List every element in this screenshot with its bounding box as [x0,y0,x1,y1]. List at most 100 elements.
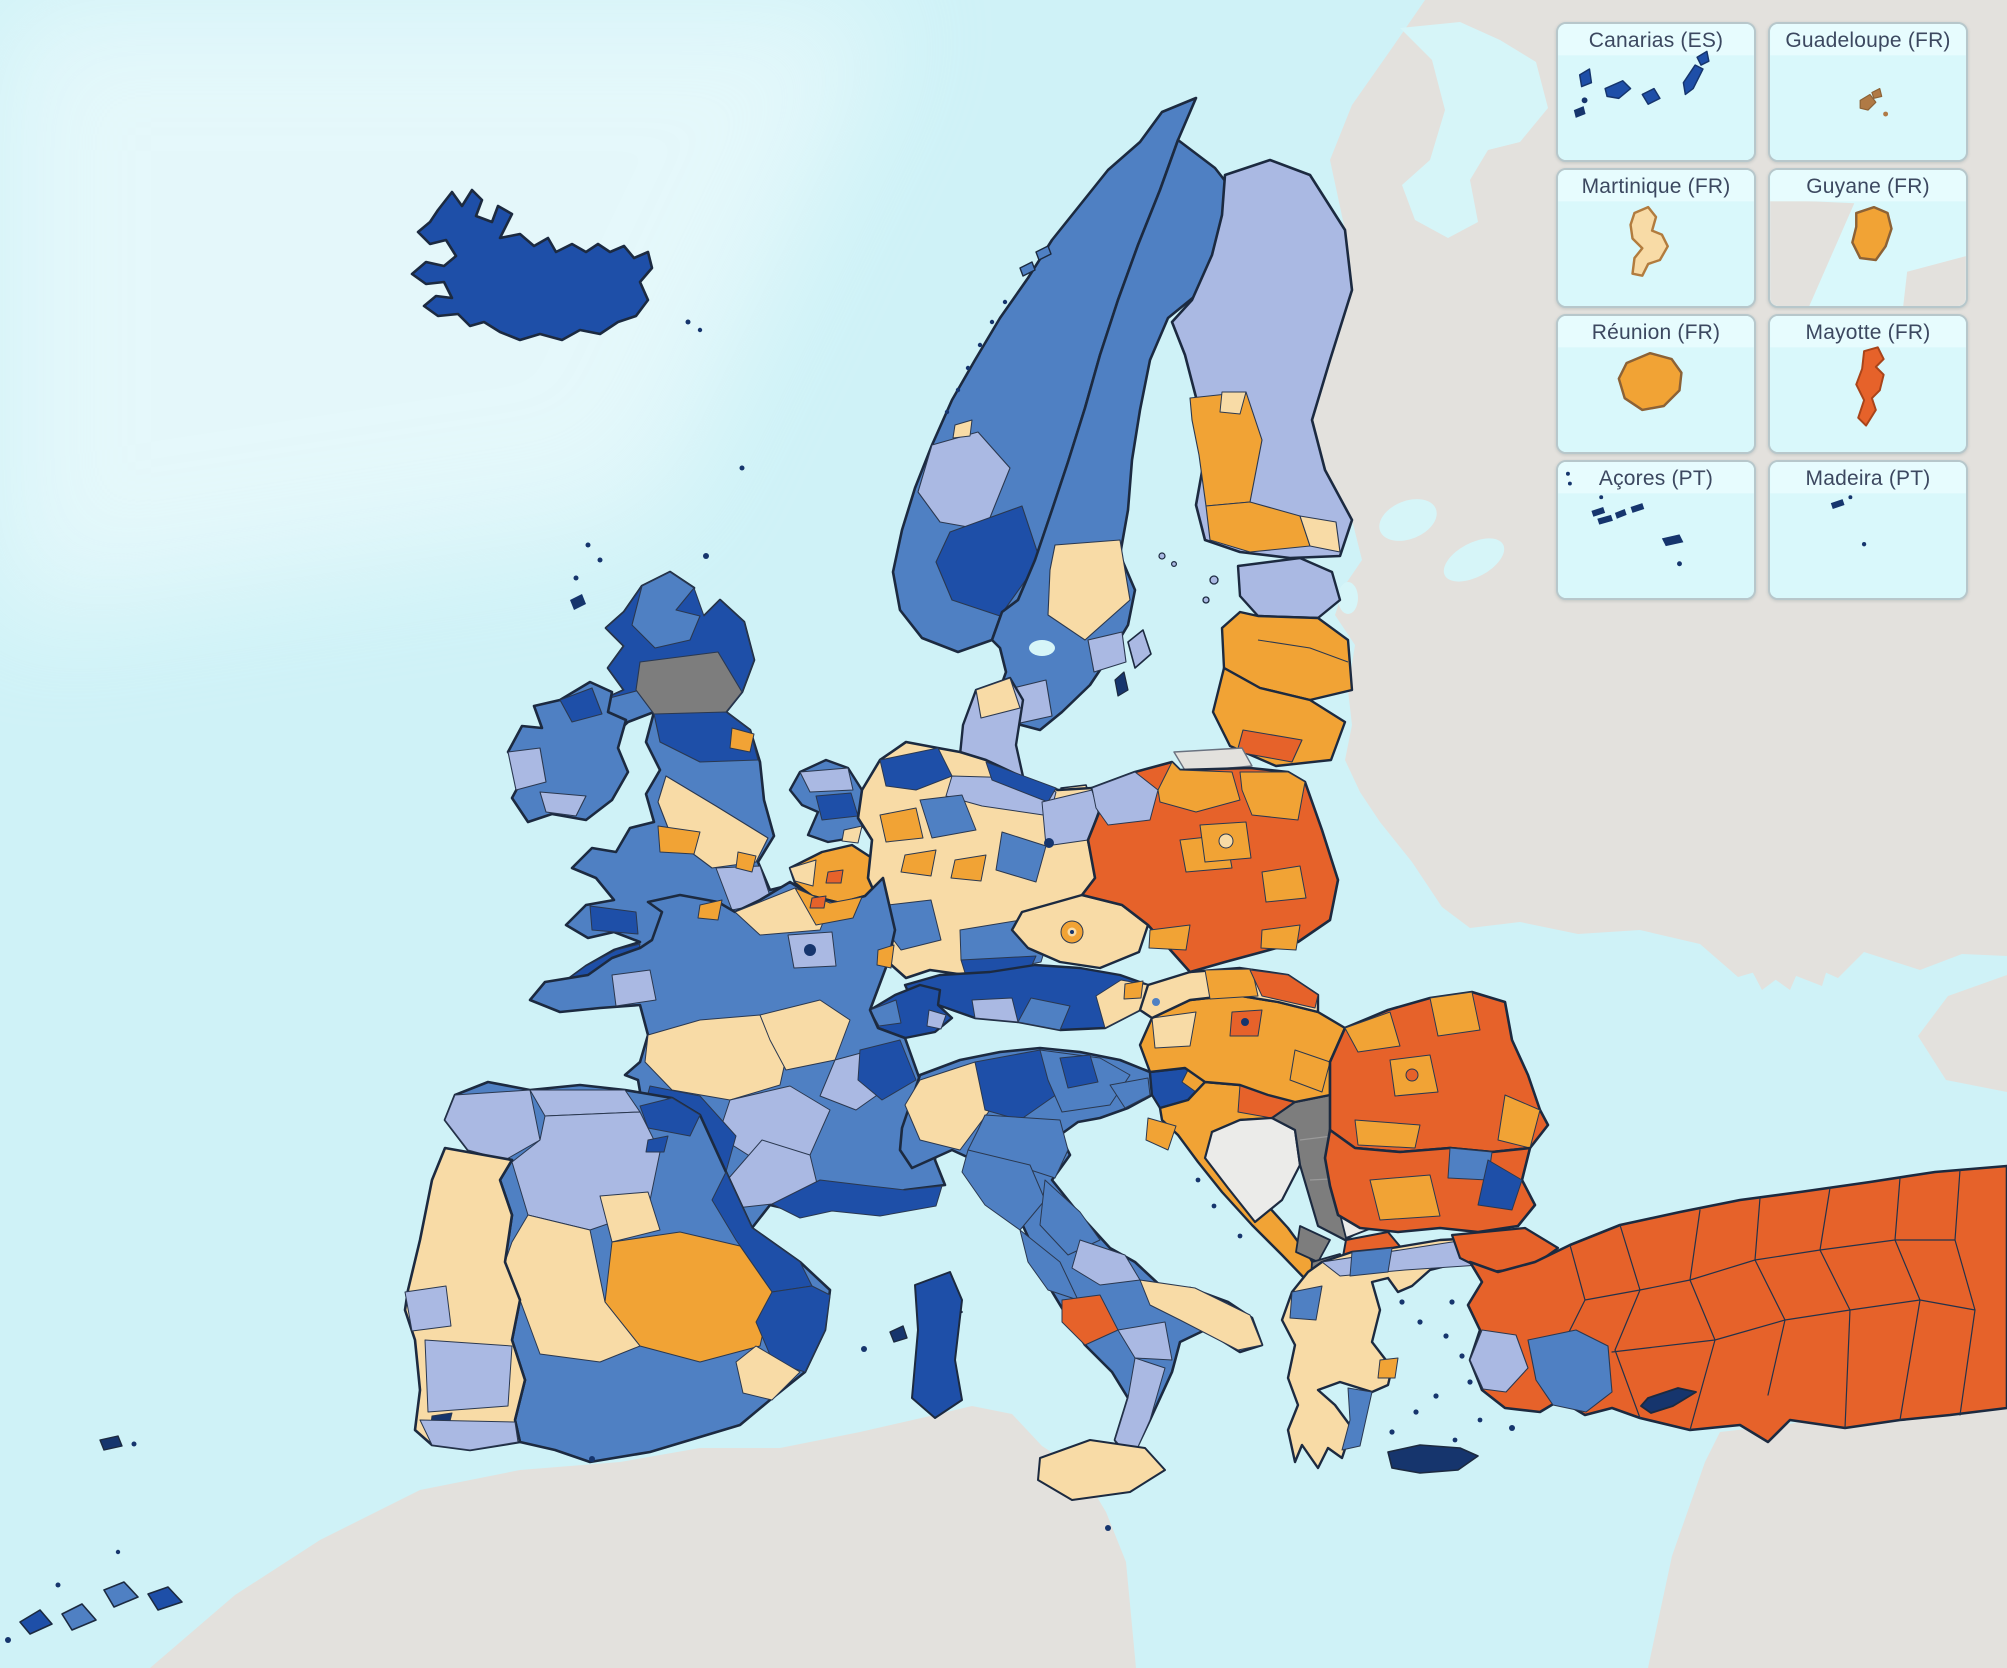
region-patch[interactable] [995,831,1047,883]
region-patch[interactable] [926,1009,947,1030]
islet [1467,1379,1473,1385]
region-patch[interactable] [507,747,547,791]
region-patch[interactable] [1344,1011,1401,1053]
region-patch[interactable] [1091,771,1159,826]
attica-region[interactable] [1377,1357,1399,1379]
region-patch[interactable] [611,969,657,1007]
region-patch[interactable] [1087,631,1127,673]
region-patch[interactable] [1354,1119,1421,1149]
region-patch[interactable] [1204,968,1259,1000]
region-patch[interactable] [1157,761,1241,813]
region-patch[interactable] [900,849,937,877]
brussels-region[interactable] [825,869,844,884]
inset-guadeloupe[interactable]: Guadeloupe (FR) [1768,22,1968,162]
region-patch[interactable] [1429,991,1481,1037]
region-patch[interactable] [504,1214,641,1363]
sardinia-island[interactable] [911,1271,963,1419]
campania-region[interactable] [1061,1294,1119,1346]
region-bosnia[interactable] [1203,1116,1302,1224]
region-patch[interactable] [1239,771,1306,821]
inset-canarias[interactable]: Canarias (ES) [1556,22,1756,162]
region-patch[interactable] [1289,1049,1331,1093]
paris-region[interactable] [804,944,816,956]
region-patch[interactable] [539,791,587,817]
inset-martinique[interactable]: Martinique (FR) [1556,168,1756,308]
inset-band [1770,316,1966,348]
region-patch[interactable] [1369,1174,1441,1221]
region-patch[interactable] [1477,1159,1523,1211]
inset-mayotte[interactable]: Mayotte (FR) [1768,314,1968,454]
inset-shape-martinique [1558,170,1754,306]
inset-madeira[interactable]: Madeira (PT) [1768,460,1968,600]
region-patch[interactable] [771,1179,943,1219]
region-patch[interactable] [1299,515,1341,553]
region-patch[interactable] [1261,865,1307,903]
region-patch[interactable] [1117,1321,1173,1361]
region-patch[interactable] [1139,1279,1263,1351]
region-patch[interactable] [857,1039,917,1101]
region-patch[interactable] [729,727,755,753]
region-patch[interactable] [1219,391,1247,415]
region-iceland[interactable] [410,188,654,342]
region-patch[interactable] [809,895,827,909]
london-region[interactable] [735,851,757,873]
region-patch[interactable] [1017,997,1071,1031]
region-patch[interactable] [1249,969,1319,1009]
inset-guyane[interactable]: Guyane (FR) [1768,168,1968,308]
region-patch[interactable] [879,747,953,791]
region-patch[interactable] [1109,1077,1151,1109]
region-patch[interactable] [971,997,1019,1023]
istria-region[interactable] [1145,1117,1177,1151]
region-patch[interactable] [1289,1285,1323,1321]
region-patch[interactable] [974,1049,1061,1121]
region-patch[interactable] [1071,1239,1141,1286]
region-estonia[interactable] [1236,556,1342,620]
region-patch[interactable] [879,807,924,843]
crete-island[interactable] [1387,1444,1479,1474]
region-patch[interactable] [789,859,817,887]
region-patch[interactable] [657,825,701,855]
mugla-region[interactable] [1469,1329,1529,1393]
region-patch[interactable] [1148,924,1191,951]
region-patch[interactable] [952,419,973,439]
vienna-region[interactable] [1123,980,1144,1000]
lake-ladoga [1379,499,1437,541]
gotland-island[interactable] [1127,629,1152,669]
region-patch[interactable] [950,854,987,882]
region-patch[interactable] [1047,539,1131,641]
region-patch[interactable] [919,794,977,839]
region-patch[interactable] [424,1339,513,1413]
region-patch[interactable] [697,899,723,921]
region-patch[interactable] [815,792,859,821]
region-patch[interactable] [1349,1247,1393,1277]
region-patch[interactable] [419,1419,519,1451]
sicily-island[interactable] [1037,1439,1166,1501]
region-patch[interactable] [529,1089,641,1117]
region-patch[interactable] [876,944,895,969]
region-patch[interactable] [1151,1011,1197,1049]
region-patch[interactable] [404,1285,452,1332]
region-patch[interactable] [755,1285,831,1373]
region-patch[interactable] [841,825,863,844]
region-patch[interactable] [1260,924,1301,951]
region-patch[interactable] [735,1345,801,1401]
inset-acores[interactable]: Açores (PT) [1556,460,1756,600]
region-patch[interactable] [975,677,1021,719]
region-patch[interactable] [645,1135,669,1153]
inset-reunion[interactable]: Réunion (FR) [1556,314,1756,454]
region-patch[interactable] [1019,1229,1079,1301]
region-patch[interactable] [1341,1387,1373,1451]
region-patch[interactable] [799,767,854,793]
south-wales[interactable] [589,905,639,935]
region-patch[interactable] [1059,1054,1099,1089]
berlin-region[interactable] [1044,838,1054,848]
region-patch[interactable] [559,687,603,723]
region-patch[interactable] [644,1014,791,1101]
highlands-region[interactable] [631,571,701,649]
region-patch[interactable] [1236,729,1303,763]
region-patch[interactable] [653,711,759,763]
region-patch[interactable] [599,1191,661,1243]
region-cyprus[interactable] [1640,1387,1697,1414]
region-ireland[interactable] [506,680,630,824]
antalya-region[interactable] [1527,1329,1613,1413]
